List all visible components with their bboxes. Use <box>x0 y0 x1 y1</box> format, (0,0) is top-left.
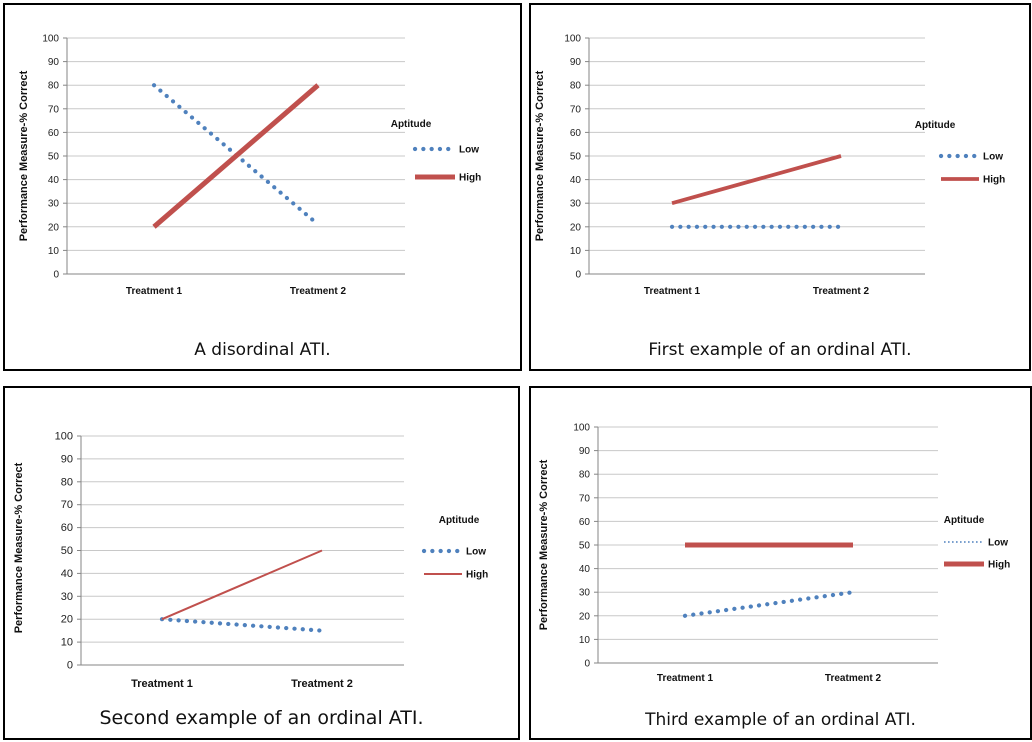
y-tick-label: 100 <box>573 423 590 434</box>
series-line-high <box>671 154 842 206</box>
y-tick-label: 80 <box>61 476 73 488</box>
x-tick-label: Treatment 1 <box>131 678 193 690</box>
chart-panel-disordinal: 0 10 20 30 40 50 60 70 80 90 100 Performance Measur… <box>3 3 522 371</box>
legend-label-high: High <box>983 175 1005 186</box>
y-tick-label: 30 <box>579 588 591 599</box>
chart-panel-ordinal-3: 0 10 20 30 40 50 60 70 80 90 100 Performance Measur… <box>529 386 1032 740</box>
y-tick-label: 10 <box>61 637 73 649</box>
chart-svg: 0 10 20 30 40 50 60 70 80 90 100 Performance Measur… <box>18 34 481 298</box>
y-tick-label: 50 <box>579 541 591 552</box>
x-tick-label: Treatment 1 <box>126 286 183 297</box>
y-tick-label: 60 <box>48 128 60 139</box>
y-tick-label: 70 <box>61 499 73 511</box>
y-tick-label: 30 <box>570 199 582 210</box>
legend-title: Aptitude <box>391 119 432 130</box>
y-axis-label: Performance Measure-% Correct <box>13 462 25 633</box>
legend-label-low: Low <box>459 145 479 156</box>
y-tick-label: 80 <box>570 81 582 92</box>
chart-svg: 0 10 20 30 40 50 60 70 80 90 100 Performance Measur… <box>534 34 1005 298</box>
y-tick-label: 0 <box>53 270 59 281</box>
x-tick-label: Treatment 2 <box>291 678 353 690</box>
chart-caption: First example of an ordinal ATI. <box>648 340 912 360</box>
y-tick-label: 10 <box>579 635 591 646</box>
y-tick-label: 40 <box>570 175 582 186</box>
y-tick-label: 80 <box>48 81 60 92</box>
y-tick-label: 50 <box>570 152 582 163</box>
y-tick-label: 0 <box>67 660 73 672</box>
series-line-high <box>161 549 323 621</box>
legend-title: Aptitude <box>439 515 480 526</box>
legend-label-low: Low <box>466 547 486 558</box>
x-tick-label: Treatment 2 <box>290 286 347 297</box>
chart-svg: 0 10 20 30 40 50 60 70 80 90 100 Performance Measur… <box>13 431 488 691</box>
y-tick-label: 0 <box>575 270 581 281</box>
chart-caption: Third example of an ordinal ATI. <box>645 710 916 730</box>
legend-label-low: Low <box>988 538 1008 549</box>
y-tick-label: 0 <box>584 659 590 670</box>
x-tick-label: Treatment 1 <box>657 673 714 684</box>
y-tick-label: 20 <box>579 611 591 622</box>
y-tick-label: 50 <box>48 152 60 163</box>
y-tick-label: 90 <box>570 57 582 68</box>
x-tick-label: Treatment 2 <box>825 673 882 684</box>
y-tick-label: 40 <box>61 568 73 580</box>
x-tick-label: Treatment 1 <box>644 286 701 297</box>
series-line-high <box>152 83 320 229</box>
y-tick-label: 40 <box>579 564 591 575</box>
y-axis-label: Performance Measure-% Correct <box>18 70 30 241</box>
y-tick-label: 20 <box>48 222 60 233</box>
series-line-low <box>159 617 325 633</box>
y-tick-label: 40 <box>48 175 60 186</box>
y-axis-label: Performance Measure-% Correct <box>534 70 546 241</box>
y-tick-label: 70 <box>570 104 582 115</box>
y-tick-label: 70 <box>48 104 60 115</box>
legend-label-low: Low <box>983 152 1003 163</box>
legend-label-high: High <box>988 560 1010 571</box>
chart-caption: A disordinal ATI. <box>194 340 331 360</box>
y-tick-label: 50 <box>61 545 73 557</box>
y-tick-label: 80 <box>579 470 591 481</box>
y-tick-label: 100 <box>42 34 59 45</box>
y-tick-label: 10 <box>48 246 60 257</box>
y-tick-label: 30 <box>48 199 60 210</box>
y-tick-label: 60 <box>61 522 73 534</box>
y-tick-label: 60 <box>570 128 582 139</box>
legend-title: Aptitude <box>944 515 985 526</box>
legend-title: Aptitude <box>915 120 956 131</box>
x-tick-label: Treatment 2 <box>813 286 870 297</box>
y-tick-label: 90 <box>61 453 73 465</box>
y-tick-label: 10 <box>570 246 582 257</box>
series-line-low <box>682 590 856 618</box>
chart-svg: 0 10 20 30 40 50 60 70 80 90 100 Performance Measur… <box>538 423 1010 685</box>
y-tick-label: 20 <box>570 222 582 233</box>
legend-label-high: High <box>459 173 481 184</box>
y-tick-label: 30 <box>61 591 73 603</box>
y-tick-label: 20 <box>61 614 73 626</box>
y-tick-label: 100 <box>55 431 73 443</box>
chart-panel-ordinal-1: 0 10 20 30 40 50 60 70 80 90 100 Performance Measur… <box>529 3 1031 371</box>
y-tick-label: 70 <box>579 493 591 504</box>
chart-panel-ordinal-2: 0 10 20 30 40 50 60 70 80 90 100 Performance Measur… <box>3 386 520 740</box>
y-axis-label: Performance Measure-% Correct <box>538 459 550 630</box>
y-tick-label: 90 <box>579 446 591 457</box>
y-tick-label: 60 <box>579 517 591 528</box>
chart-caption: Second example of an ordinal ATI. <box>99 707 424 729</box>
legend-label-high: High <box>466 570 488 581</box>
y-tick-label: 90 <box>48 57 60 68</box>
y-tick-label: 100 <box>564 34 581 45</box>
